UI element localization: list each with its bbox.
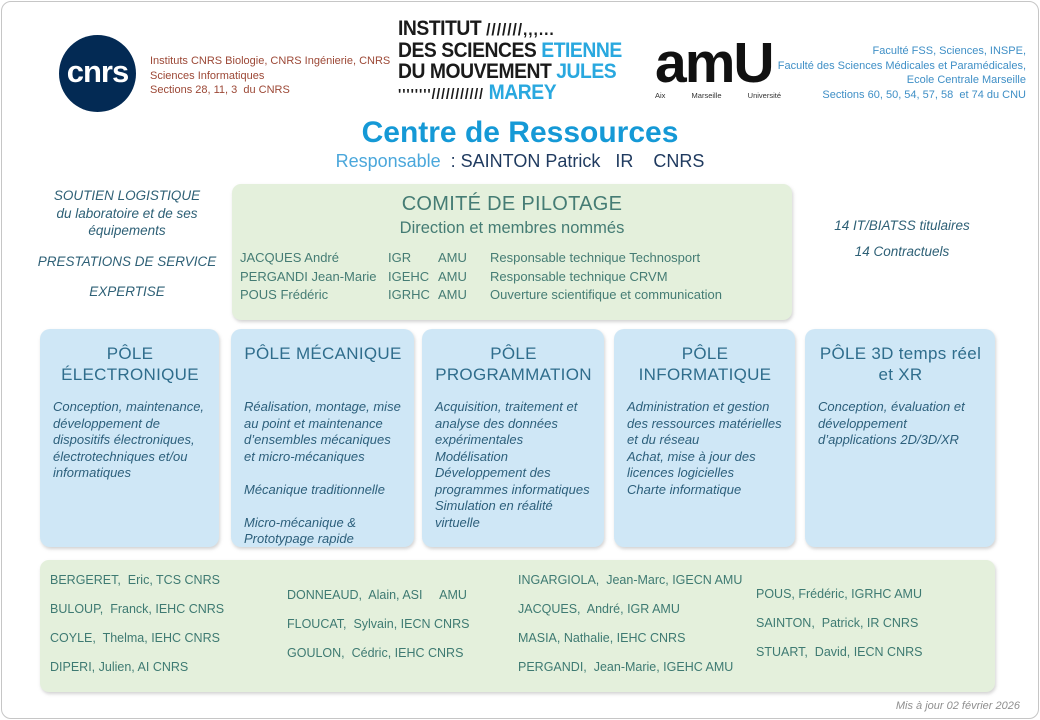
member-org: AMU (438, 250, 467, 265)
amu-logo-subtitle: Aix Marseille Université (655, 91, 781, 100)
ism-slash-decoration-2: ''''''''/////////// (398, 86, 489, 103)
staff-entry: DONNEAUD, Alain, ASI AMU (287, 588, 467, 602)
staff-entry: SAINTON, Patrick, IR CNRS (756, 616, 919, 630)
comite-title: COMITÉ DE PILOTAGE (401, 193, 623, 215)
staff-entry: INGARGIOLA, Jean-Marc, IGECN AMU (518, 573, 743, 587)
member-grade: IGEHC (388, 268, 430, 284)
staffing-line: 14 Contractuels (854, 244, 950, 259)
pole-mecanique-box: PÔLE MÉCANIQUE Réalisation, montage, mis… (231, 329, 414, 547)
pole-informatique-box: PÔLE INFORMATIQUE Administration et gest… (614, 329, 795, 547)
pole-title: PÔLE INFORMATIQUE (638, 344, 772, 384)
staff-column-3: INGARGIOLA, Jean-Marc, IGECN AMU JACQUES… (518, 572, 742, 688)
member-name: JACQUES André (240, 250, 339, 265)
staffing-counts: 14 IT/BIATSS titulaires 14 Contractuels (802, 218, 1002, 270)
pole-description: Administration et gestion des ressources… (627, 399, 782, 497)
last-updated-note: Mis à jour 02 février 2026 (895, 700, 1020, 712)
member-org: AMU (438, 268, 467, 284)
pole-description: Conception, évaluation et développement … (818, 399, 965, 447)
amu-logo-text: amU (655, 31, 775, 95)
pole-title: PÔLE 3D temps réel et XR (819, 344, 982, 384)
pole-electronique-box: PÔLE ÉLECTRONIQUE Conception, maintenanc… (40, 329, 219, 547)
comite-member-row: JACQUES André IGR AMU Responsable techni… (240, 249, 782, 268)
page-title: Centre de Ressources (361, 116, 679, 149)
staff-column-1: BERGERET, Eric, TCS CNRS BULOUP, Franck,… (50, 572, 224, 688)
pole-description: Acquisition, traitement et analyse des d… (435, 399, 590, 530)
mission-item: EXPERTISE (89, 284, 165, 299)
cnrs-affiliation-text: Instituts CNRS Biologie, CNRS Ingénierie… (150, 55, 391, 96)
staff-entry: JACQUES, André, IGR AMU (518, 602, 680, 616)
amu-logo: amU Aix Marseille Université (655, 31, 785, 101)
staff-list-box: BERGERET, Eric, TCS CNRS BULOUP, Franck,… (40, 560, 995, 692)
page-subtitle: Responsable : SAINTON Patrick IR CNRS (2, 151, 1038, 172)
amu-affiliation-text: Faculté FSS, Sciences, INSPE, Faculté de… (777, 45, 1026, 101)
staff-entry: COYLE, Thelma, IEHC CNRS (50, 631, 220, 645)
comite-member-row: PERGANDI Jean-Marie IGEHC AMU Responsabl… (240, 268, 782, 287)
staff-column-2: DONNEAUD, Alain, ASI AMU FLOUCAT, Sylvai… (287, 587, 469, 674)
ism-slash-decoration: ///////,,,... (486, 20, 555, 39)
staffing-line: 14 IT/BIATSS titulaires (834, 218, 970, 233)
pole-3d-xr-box: PÔLE 3D temps réel et XR Conception, éva… (805, 329, 995, 547)
staff-entry: GOULON, Cédric, IEHC CNRS (287, 646, 464, 660)
pole-title: PÔLE MÉCANIQUE (244, 344, 402, 363)
mission-item: PRESTATIONS DE SERVICE (37, 253, 217, 269)
member-role: Responsable technique CRVM (490, 268, 668, 284)
staff-entry: DIPERI, Julien, AI CNRS (50, 660, 189, 674)
comite-pilotage-box: COMITÉ DE PILOTAGE Direction et membres … (232, 184, 792, 320)
mission-item: SOUTIEN LOGISTIQUE du laboratoire et de … (53, 188, 201, 238)
ism-logo: INSTITUT ///////,,,... DES SCIENCES ETIE… (398, 18, 637, 105)
member-name: PERGANDI Jean-Marie (240, 268, 377, 284)
cnrs-logo: cnrs (59, 35, 136, 112)
pole-programmation-box: PÔLE PROGRAMMATION Acquisition, traiteme… (422, 329, 604, 547)
staff-entry: FLOUCAT, Sylvain, IECN CNRS (287, 617, 470, 631)
pole-description: Réalisation, montage, mise au point et m… (244, 399, 401, 546)
responsable-value: : SAINTON Patrick IR CNRS (450, 151, 705, 171)
staff-entry: BULOUP, Franck, IEHC CNRS (50, 602, 225, 616)
comite-member-row: POUS Frédéric IGRHC AMU Ouverture scient… (240, 286, 782, 305)
ism-logo-line4: ''''''''/////////// MAREY (398, 81, 557, 104)
member-grade: IGR (388, 250, 412, 265)
member-role: Ouverture scientifique et communication (490, 287, 722, 302)
pole-title: PÔLE ÉLECTRONIQUE (61, 344, 199, 384)
responsable-label: Responsable (335, 151, 451, 171)
comite-subtitle: Direction et membres nommés (399, 219, 625, 237)
staff-entry: PERGANDI, Jean-Marie, IGEHC AMU (518, 660, 734, 674)
staff-entry: BERGERET, Eric, TCS CNRS (50, 573, 220, 587)
staff-column-4: POUS, Frédéric, IGRHC AMU SAINTON, Patri… (756, 586, 922, 673)
member-grade: IGRHC (388, 287, 430, 302)
missions-text-block: SOUTIEN LOGISTIQUE du laboratoire et de … (28, 187, 226, 314)
ism-logo-line2: DES SCIENCES ETIENNE (398, 39, 622, 62)
pole-description: Conception, maintenance, développement d… (53, 399, 205, 480)
member-name: POUS Frédéric (240, 287, 329, 302)
pole-title: PÔLE PROGRAMMATION (435, 344, 592, 384)
staff-entry: MASIA, Nathalie, IEHC CNRS (518, 631, 686, 645)
member-role: Responsable technique Technosport (490, 250, 701, 265)
comite-members: JACQUES André IGR AMU Responsable techni… (240, 249, 782, 305)
staff-entry: POUS, Frédéric, IGRHC AMU (756, 587, 922, 601)
staff-entry: STUART, David, IECN CNRS (756, 645, 923, 659)
ism-logo-line3: DU MOUVEMENT JULES (398, 60, 617, 83)
member-org: AMU (438, 287, 467, 302)
ism-logo-line1: INSTITUT ///////,,,... (398, 17, 555, 40)
cnrs-logo-text: cnrs (66, 53, 129, 89)
